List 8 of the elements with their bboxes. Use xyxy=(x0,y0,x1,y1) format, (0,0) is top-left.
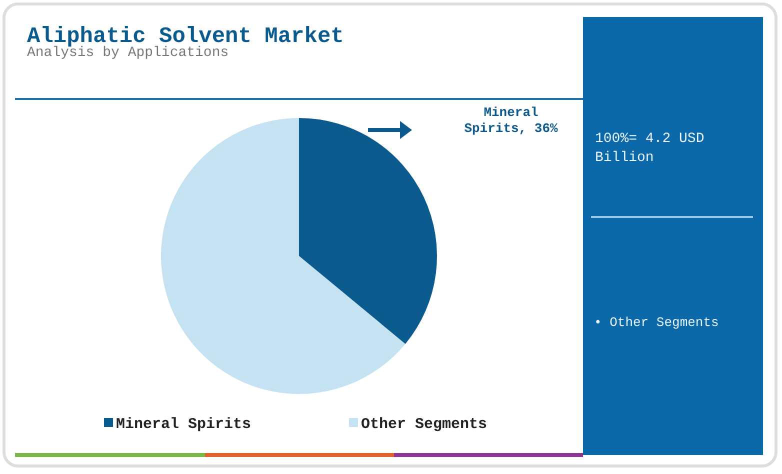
text: 100%= 4.2 USD Billion xyxy=(595,131,704,166)
text: Mineral Spirits, 36% xyxy=(464,105,558,136)
pie-slice xyxy=(161,118,406,394)
chart-subtitle: Analysis by Applications xyxy=(27,45,229,61)
legend-label: Mineral Spirits xyxy=(116,416,252,433)
text: • Other Segments xyxy=(594,315,719,330)
pie-slice xyxy=(299,118,437,344)
legend-label: Other Segments xyxy=(361,416,488,433)
